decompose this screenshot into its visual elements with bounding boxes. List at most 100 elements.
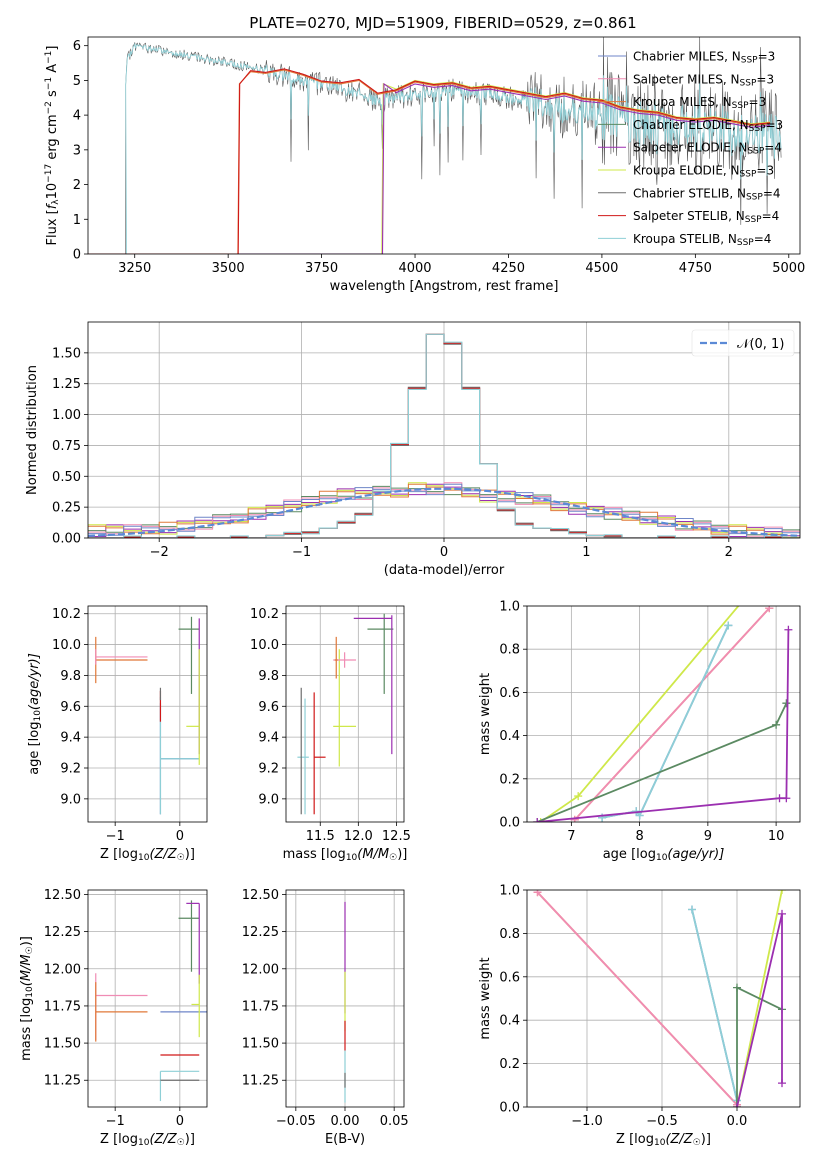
axes-frame — [526, 605, 801, 823]
y-tick-label: 0.4 — [499, 1014, 520, 1029]
point-kroupa-elodie — [186, 649, 200, 765]
weight-marker — [724, 621, 733, 630]
y-tick-label: 0.6 — [499, 970, 520, 985]
axes-frame — [87, 321, 801, 539]
ticks: 7 8 9 10 0.0 0.2 0.4 0.6 0.8 1.0 — [499, 600, 784, 845]
point-kroupa-miles — [334, 636, 338, 679]
y-tick-label: 9.0 — [258, 792, 279, 807]
point-kroupa-elodie — [191, 974, 200, 1038]
series-kroupa-elodie — [536, 606, 740, 822]
legend-label: Chabrier STELIB, NSSP=4 — [633, 186, 781, 202]
y-tick-label: 0.8 — [499, 643, 520, 658]
weight-marker — [533, 890, 542, 897]
point-salpeter-stelib — [313, 692, 326, 815]
chart-age_vs_mass: 11.5 12.0 12.5 9.0 9.2 9.4 9.6 9.8 10.0 10.2 mass … — [250, 605, 411, 863]
chart-weight_vs_Z: −1.0 −0.5 0.0 0.0 0.2 0.4 0.6 0.8 1.0 Z [log10(Z/… — [478, 884, 801, 1148]
x-tick-label: 3500 — [212, 261, 245, 276]
y-tick-label: 0.2 — [499, 772, 520, 787]
ticks: −1 0 9.0 9.2 9.4 9.6 9.8 10.0 10.2 — [52, 607, 184, 844]
model-kroupa-elodie — [88, 79, 771, 254]
point-chabrier-elodie — [178, 616, 200, 694]
axes-frame — [87, 605, 208, 823]
y-tick-label: 9.6 — [60, 700, 81, 715]
x-tick-label: 0 — [440, 545, 448, 560]
model-kroupa-miles — [88, 69, 771, 254]
axes-frame — [526, 889, 801, 1108]
x-tick-label: −0.05 — [276, 1114, 316, 1129]
x-tick-label: 0.05 — [380, 1114, 409, 1129]
y-tick-label: 12.50 — [44, 888, 81, 903]
y-tick-label: 1.0 — [499, 600, 520, 615]
grid — [88, 606, 207, 822]
x-tick-label: 12.0 — [344, 829, 373, 844]
y-tick-label: 0.0 — [499, 816, 520, 831]
y-tick-label: 4 — [73, 109, 81, 124]
point-chabrier-elodie — [367, 613, 394, 694]
legend: Chabrier MILES, NSSP=3 Salpeter MILES, NS… — [598, 50, 783, 248]
weight-line — [537, 629, 790, 822]
point-salpeter-elodie — [353, 615, 393, 755]
y-tick-label: 3 — [73, 143, 81, 158]
ticks: −2 −1 0 1 2 0.00 0.25 0.50 0.75 1.00 1.25 1.50 — [52, 346, 733, 560]
y-tick-label: 9.0 — [60, 792, 81, 807]
weight-marker — [688, 905, 696, 914]
point-kroupa-stelib — [297, 698, 309, 815]
chart-residuals: −2 −1 0 1 2 0.00 0.25 0.50 0.75 1.00 1.25 1.50 (data… — [25, 321, 801, 578]
ticks: 3250 3500 3750 4000 4250 4500 4750 5000 0 1 2 3 4 5 6 — [73, 39, 806, 276]
ticks: −1 0 11.25 11.50 11.75 12.00 12.25 12.50 — [44, 888, 184, 1129]
weight-marker — [782, 699, 791, 708]
point-salpeter-miles — [95, 649, 148, 665]
weight-marker — [765, 606, 774, 613]
y-axis-label: mass [log10(M/M☉)] — [19, 936, 35, 1061]
y-tick-label: 0.0 — [499, 1101, 520, 1116]
y-tick-label: 1.00 — [52, 408, 81, 423]
legend-label: Chabrier ELODIE, NSSP=3 — [633, 118, 783, 134]
axes-frame — [87, 36, 801, 255]
point-kroupa-miles — [95, 982, 148, 1042]
x-tick-label: 3750 — [305, 261, 338, 276]
chart-mass_vs_ebv: −0.05 0.00 0.05 11.25 11.50 11.75 12.00 12.25 12… — [242, 888, 409, 1147]
y-tick-label: 0.6 — [499, 686, 520, 701]
y-tick-label: 9.2 — [258, 762, 279, 777]
x-tick-label: −1 — [292, 545, 311, 560]
chart-weight_vs_age: 7 8 9 10 0.0 0.2 0.4 0.6 0.8 1.0 age [log10(age/yr… — [478, 600, 801, 863]
legend-label: Kroupa ELODIE, NSSP=3 — [633, 164, 774, 180]
ticks: −0.05 0.00 0.05 11.25 11.50 11.75 12.00 12.25 12… — [242, 888, 409, 1129]
weight-marker — [635, 811, 644, 820]
y-tick-label: 2 — [73, 178, 81, 193]
x-tick-label: 7 — [567, 829, 575, 844]
y-tick-label: 1 — [73, 213, 81, 228]
weight-line — [574, 607, 770, 821]
x-tick-label: 4000 — [398, 261, 431, 276]
x-tick-label: 12.5 — [382, 829, 411, 844]
x-tick-label: 8 — [635, 829, 643, 844]
weight-marker — [778, 1079, 786, 1088]
point-kroupa-stelib — [159, 1070, 200, 1102]
legend-label: Salpeter STELIB, NSSP=4 — [633, 209, 779, 225]
y-tick-label: 12.25 — [44, 925, 81, 940]
x-tick-label: −1 — [106, 1114, 125, 1129]
hist-chabrier-miles — [88, 483, 800, 538]
model-kroupa-stelib — [88, 42, 782, 254]
series-salpeter-elodie — [733, 909, 786, 1107]
legend-label: Salpeter ELODIE, NSSP=4 — [633, 141, 782, 157]
x-tick-label: −1 — [106, 829, 125, 844]
y-tick-label: 11.25 — [242, 1074, 279, 1089]
axes-frame — [87, 889, 208, 1108]
point-kroupa-miles — [95, 636, 148, 684]
x-tick-label: 4750 — [679, 261, 712, 276]
point-salpeter-elodie — [186, 902, 200, 984]
legend-label: Salpeter MILES, NSSP=3 — [633, 72, 774, 88]
legend-label: Kroupa MILES, NSSP=3 — [633, 95, 766, 111]
grid — [88, 890, 207, 1107]
ticks: −1.0 −0.5 0.0 0.0 0.2 0.4 0.6 0.8 1.0 — [499, 884, 747, 1130]
weight-marker — [536, 818, 545, 822]
y-tick-label: 9.4 — [60, 731, 81, 746]
ticks: 11.5 12.0 12.5 9.0 9.2 9.4 9.6 9.8 10.0 10.2 — [250, 607, 411, 844]
y-tick-label: 11.75 — [44, 999, 81, 1014]
weight-marker — [574, 792, 583, 801]
chart-age_vs_Z: −1 0 9.0 9.2 9.4 9.6 9.8 10.0 10.2 Z [log10(Z/Z☉)… — [27, 605, 208, 863]
weight-marker — [733, 983, 741, 992]
y-tick-label: 1.50 — [52, 346, 81, 361]
